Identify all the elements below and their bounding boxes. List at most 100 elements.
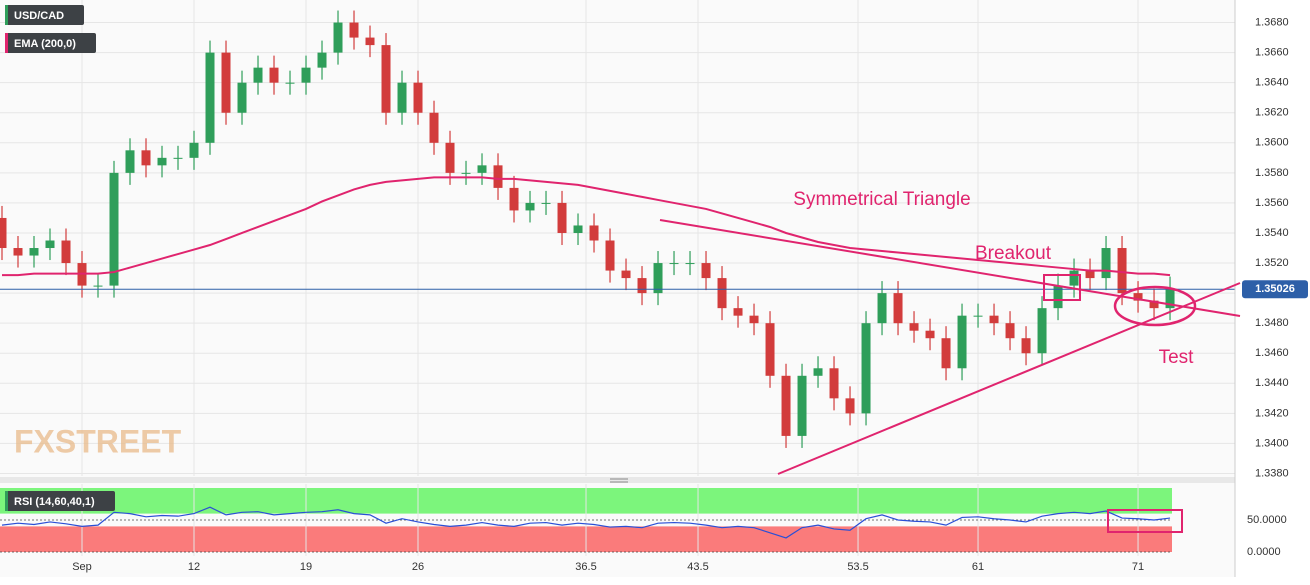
- candle-body: [381, 45, 391, 113]
- candle-body: [1133, 293, 1143, 301]
- candle-body: [525, 202, 535, 211]
- y-tick-label: 1.3460: [1255, 347, 1289, 359]
- y-tick-label: 1.3420: [1255, 407, 1289, 419]
- candle-body: [189, 142, 199, 158]
- candle-body: [29, 248, 39, 256]
- candle-body: [1165, 288, 1175, 309]
- rsi-label: RSI (14,60,40,1): [14, 496, 95, 508]
- annotation: Test: [1159, 347, 1195, 368]
- candle-body: [701, 263, 711, 279]
- x-tick-label: 26: [412, 561, 424, 573]
- test-ellipse: [1113, 285, 1197, 327]
- ema-label-stripe: [5, 33, 8, 53]
- x-tick-label: 61: [972, 561, 984, 573]
- candle-body: [749, 315, 759, 324]
- candle-body: [669, 263, 679, 265]
- ema-line: [2, 176, 1171, 277]
- annotation: Symmetrical Triangle: [793, 189, 970, 210]
- candle-body: [973, 315, 983, 317]
- candle-body: [765, 323, 775, 376]
- candle-body: [637, 278, 647, 294]
- y-tick-label: 0.0000: [1247, 546, 1281, 558]
- candle-body: [397, 82, 407, 113]
- annotation: Breakout: [975, 243, 1052, 264]
- candle-body: [285, 82, 295, 84]
- candle-body: [0, 217, 7, 249]
- candle-body: [13, 248, 23, 256]
- last-price-label: 1.35026: [1255, 283, 1295, 295]
- rsi-label-stripe: [5, 491, 8, 511]
- candle-body: [941, 338, 951, 369]
- symbol-label-stripe: [5, 5, 8, 25]
- candle-body: [461, 172, 471, 174]
- y-tick-label: 1.3660: [1255, 47, 1289, 59]
- ema-label: EMA (200,0): [14, 38, 76, 50]
- candle-body: [109, 172, 119, 286]
- candle-body: [1037, 308, 1047, 354]
- candle-body: [221, 52, 231, 113]
- candle-body: [1021, 338, 1031, 354]
- candle-body: [477, 165, 487, 173]
- candle-body: [893, 293, 903, 324]
- candle-body: [621, 270, 631, 279]
- x-tick-label: 53.5: [847, 561, 868, 573]
- candle-body: [205, 52, 215, 143]
- y-tick-label: 1.3520: [1255, 257, 1289, 269]
- triangle-lower-line: [777, 282, 1241, 475]
- candle-body: [365, 37, 375, 46]
- rsi-box: [1107, 509, 1183, 533]
- candle-body: [573, 225, 583, 233]
- candle-body: [925, 330, 935, 339]
- candle-body: [349, 22, 359, 38]
- x-tick-label: 12: [188, 561, 200, 573]
- candle-body: [541, 202, 551, 204]
- candle-body: [429, 112, 439, 143]
- x-tick-label: Sep: [72, 561, 92, 573]
- candle-body: [909, 323, 919, 331]
- candle-body: [413, 82, 423, 113]
- y-tick-label: 1.3380: [1255, 467, 1289, 479]
- candle-body: [829, 368, 839, 399]
- candle-body: [301, 67, 311, 83]
- candle-body: [1117, 248, 1127, 294]
- y-tick-label: 1.3620: [1255, 107, 1289, 119]
- candle-body: [1101, 248, 1111, 279]
- symbol-label: USD/CAD: [14, 10, 64, 22]
- candle-body: [877, 293, 887, 324]
- y-tick-label: 1.3680: [1255, 16, 1289, 28]
- candle-body: [93, 285, 103, 287]
- candle-body: [45, 240, 55, 249]
- candle-body: [1005, 323, 1015, 339]
- candle-body: [317, 52, 327, 68]
- candle-body: [173, 157, 183, 159]
- y-tick-label: 1.3400: [1255, 437, 1289, 449]
- rsi-line: [1, 506, 1171, 539]
- y-tick-label: 1.3640: [1255, 77, 1289, 89]
- candle-body: [653, 263, 663, 294]
- y-tick-label: 1.3600: [1255, 137, 1289, 149]
- candle-body: [237, 82, 247, 113]
- symbol-label-bg: [5, 5, 84, 25]
- candle-body: [61, 240, 71, 264]
- candle-body: [781, 375, 791, 436]
- y-tick-label: 50.0000: [1247, 514, 1287, 526]
- candle-body: [733, 308, 743, 316]
- candle-body: [685, 263, 695, 265]
- candle-body: [813, 368, 823, 376]
- candle-body: [717, 278, 727, 309]
- y-tick-label: 1.3560: [1255, 197, 1289, 209]
- y-tick-label: 1.3480: [1255, 317, 1289, 329]
- candle-body: [333, 22, 343, 53]
- candle-body: [125, 150, 135, 173]
- y-tick-label: 1.3540: [1255, 227, 1289, 239]
- x-tick-label: 43.5: [687, 561, 708, 573]
- candle-body: [445, 142, 455, 173]
- x-tick-label: 71: [1132, 561, 1144, 573]
- candle-body: [1085, 270, 1095, 279]
- candle-body: [797, 375, 807, 436]
- candle-body: [1053, 285, 1063, 309]
- candle-body: [957, 315, 967, 369]
- triangle-upper-line: [659, 219, 1241, 317]
- x-tick-label: 36.5: [575, 561, 596, 573]
